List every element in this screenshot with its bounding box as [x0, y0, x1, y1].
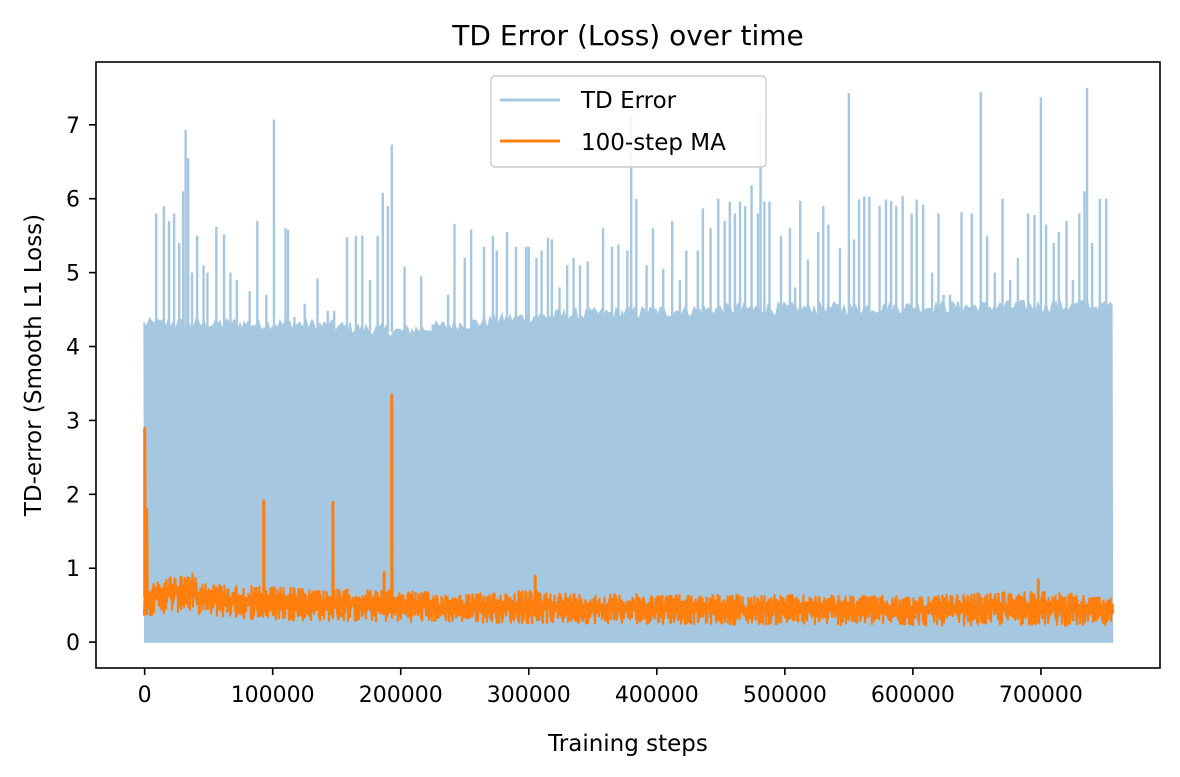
y-tick-label: 1	[66, 557, 80, 582]
x-tick-label: 400000	[615, 683, 699, 708]
y-tick-label: 7	[66, 114, 80, 139]
y-axis: 0 1 2 3 4 5 6 7	[66, 114, 96, 656]
x-tick-label: 200000	[359, 683, 443, 708]
y-tick-label: 0	[66, 631, 80, 656]
x-tick-label: 600000	[871, 683, 955, 708]
td-error-band	[143, 299, 1114, 643]
plot-frame	[95, 61, 1161, 669]
y-tick-label: 3	[66, 409, 80, 434]
y-tick-label: 2	[66, 483, 80, 508]
y-axis-title: TD-error (Smooth L1 Loss)	[21, 214, 47, 517]
moving-average-line	[142, 393, 1115, 627]
x-tick-label: 300000	[487, 683, 571, 708]
x-tick-label: 700000	[999, 683, 1083, 708]
legend: TD Error 100-step MA	[490, 75, 767, 168]
series-moving-average	[142, 393, 1115, 627]
x-tick-label: 0	[138, 683, 152, 708]
x-tick-label: 100000	[231, 683, 315, 708]
x-axis: 0 100000 200000 300000 400000 500000 600000 700…	[138, 668, 1083, 708]
legend-label-moving-average: 100-step MA	[581, 130, 726, 156]
y-tick-label: 5	[66, 262, 80, 287]
series-td-error	[143, 87, 1114, 643]
legend-label-td-error: TD Error	[580, 88, 677, 114]
y-tick-label: 6	[66, 188, 80, 213]
plot-area	[142, 87, 1115, 643]
x-axis-title: Training steps	[547, 731, 708, 757]
y-tick-label: 4	[66, 336, 80, 361]
chart-title: TD Error (Loss) over time	[451, 19, 803, 52]
x-tick-label: 500000	[743, 683, 827, 708]
